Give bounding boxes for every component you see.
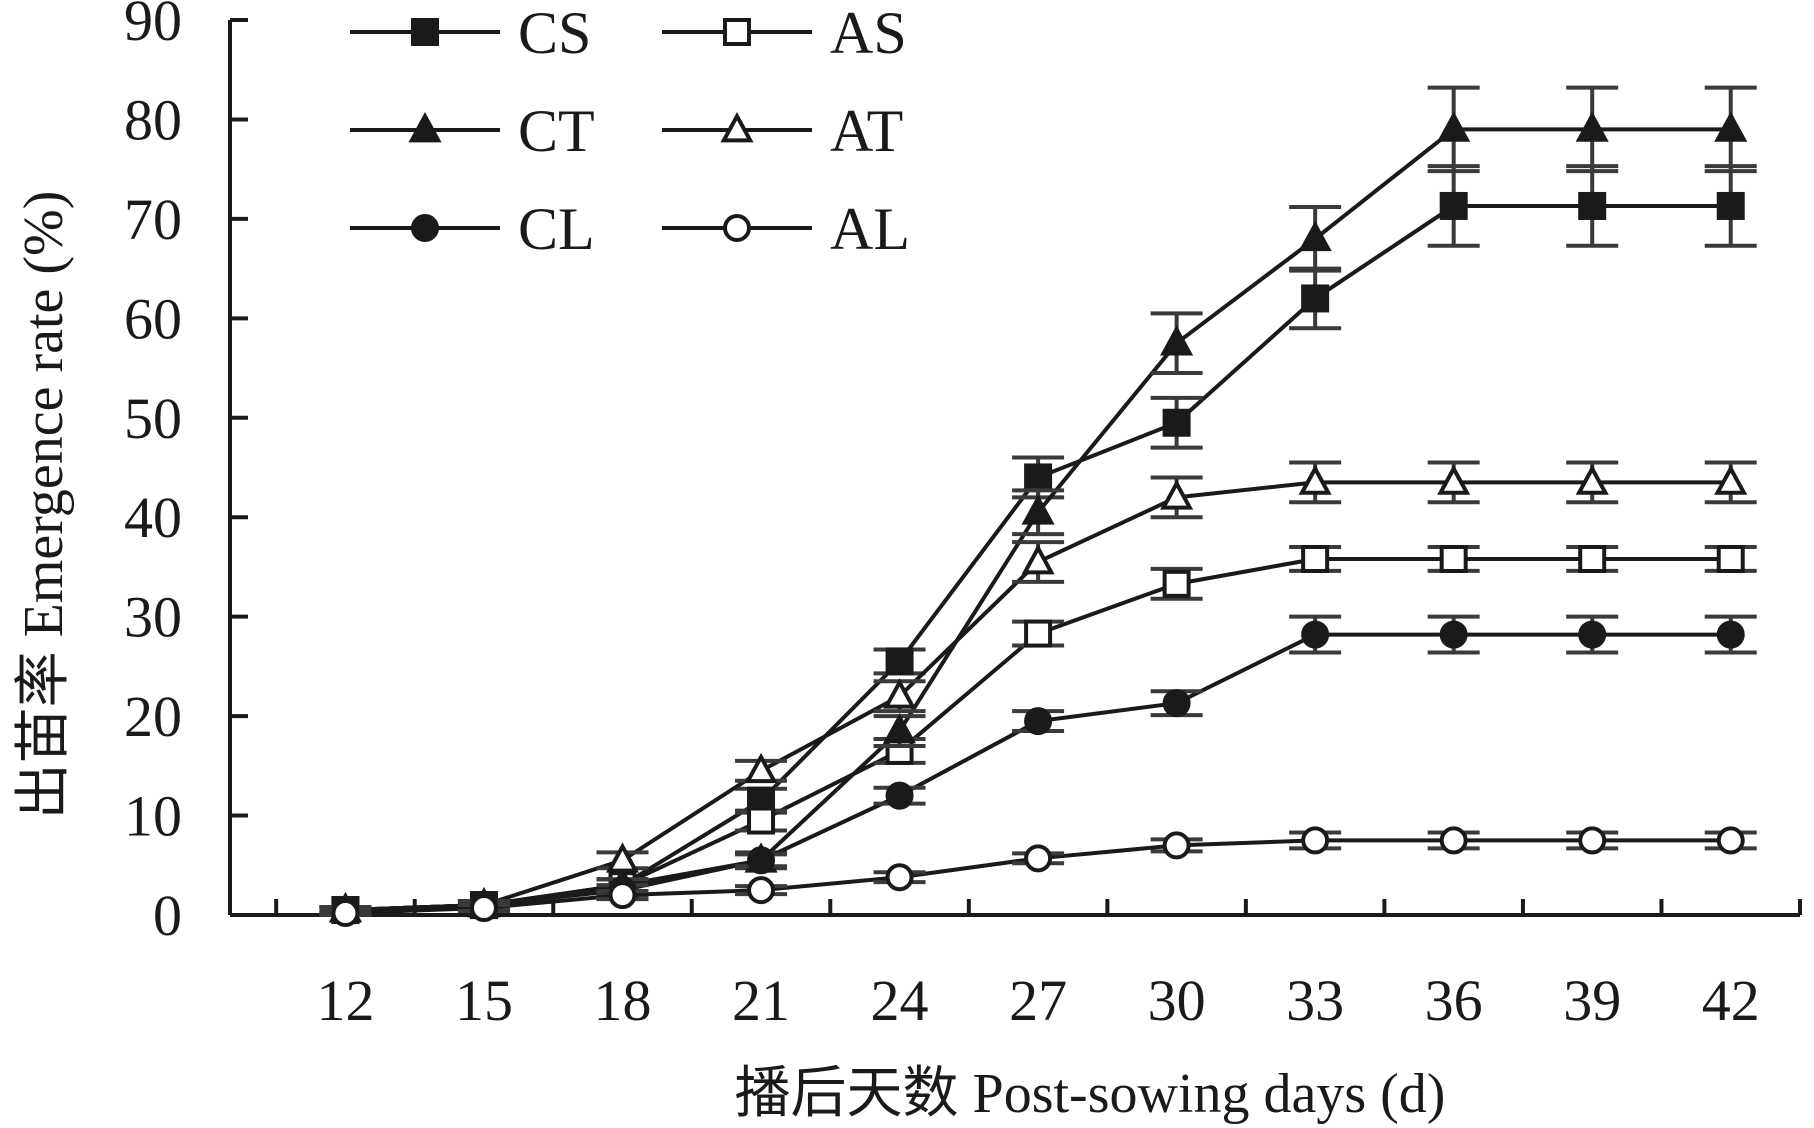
x-tick-label: 15 bbox=[455, 968, 513, 1033]
data-point bbox=[608, 881, 637, 910]
legend-item-at: AT bbox=[662, 98, 903, 164]
y-tick-label: 20 bbox=[124, 684, 182, 749]
data-point bbox=[1024, 463, 1053, 492]
data-point bbox=[1024, 844, 1053, 873]
legend-label: AS bbox=[830, 0, 907, 66]
data-point bbox=[1160, 479, 1194, 510]
x-tick-label: 33 bbox=[1286, 968, 1344, 1033]
legend-label: CS bbox=[518, 0, 591, 66]
legend-item-as: AS bbox=[662, 0, 907, 66]
data-point bbox=[1162, 831, 1191, 860]
data-point bbox=[1024, 707, 1053, 736]
legend-item-cl: CL bbox=[350, 196, 595, 262]
data-point bbox=[1301, 284, 1330, 313]
x-tick-label: 30 bbox=[1148, 968, 1206, 1033]
x-tick-label: 24 bbox=[871, 968, 929, 1033]
y-tick-label: 10 bbox=[124, 784, 182, 849]
data-point bbox=[885, 781, 914, 810]
data-point bbox=[1021, 494, 1055, 525]
x-tick-label: 27 bbox=[1009, 968, 1067, 1033]
data-point bbox=[1160, 325, 1194, 356]
data-point bbox=[1024, 619, 1053, 648]
legend-marker bbox=[408, 112, 442, 143]
data-point bbox=[331, 899, 360, 928]
y-tick-label: 30 bbox=[124, 585, 182, 650]
y-tick-label: 70 bbox=[124, 187, 182, 252]
data-point bbox=[744, 752, 778, 784]
x-tick-label: 18 bbox=[594, 968, 652, 1033]
legend: CS AS CT AT CL AL bbox=[350, 0, 910, 262]
data-point bbox=[1578, 620, 1607, 649]
data-point bbox=[1301, 544, 1330, 573]
data-point bbox=[1437, 111, 1471, 142]
data-point bbox=[1716, 826, 1745, 855]
data-point bbox=[885, 647, 914, 676]
data-point bbox=[605, 842, 640, 873]
data-point bbox=[1298, 464, 1332, 495]
legend-marker bbox=[723, 214, 751, 242]
data-point bbox=[1578, 826, 1607, 855]
x-tick-label: 21 bbox=[732, 968, 790, 1033]
x-tick-label: 12 bbox=[316, 968, 374, 1033]
series-cl bbox=[319, 614, 1757, 925]
series-layer bbox=[319, 85, 1757, 928]
data-point bbox=[1714, 464, 1748, 495]
x-tick-label: 42 bbox=[1702, 968, 1760, 1033]
legend-item-ct: CT bbox=[350, 98, 595, 164]
legend-label: AT bbox=[830, 98, 903, 164]
data-point bbox=[747, 846, 776, 875]
data-point bbox=[1578, 191, 1607, 220]
legend-label: CL bbox=[518, 196, 595, 262]
y-tick-label: 0 bbox=[153, 883, 182, 948]
legend-marker bbox=[723, 18, 751, 46]
axes: 0 10 20 30 40 50 60 70 80 90 12 15 18 21 24 27 30 33 36 39 4… bbox=[124, 0, 1802, 1033]
data-point bbox=[747, 806, 776, 835]
data-point bbox=[1298, 220, 1332, 252]
data-point bbox=[1439, 544, 1468, 573]
legend-label: AL bbox=[830, 196, 910, 262]
data-point bbox=[1716, 620, 1745, 649]
data-point bbox=[1162, 408, 1191, 437]
data-point bbox=[882, 678, 917, 709]
data-point bbox=[1575, 111, 1609, 142]
data-point bbox=[1162, 689, 1191, 718]
data-point bbox=[1301, 620, 1330, 649]
legend-item-cs: CS bbox=[350, 0, 591, 66]
data-point bbox=[1301, 826, 1330, 855]
data-point bbox=[1716, 544, 1745, 573]
y-tick-label: 80 bbox=[124, 87, 182, 152]
series-al bbox=[319, 826, 1757, 928]
data-point bbox=[1021, 544, 1055, 575]
y-tick-label: 90 bbox=[124, 0, 182, 53]
data-point bbox=[1578, 544, 1607, 573]
data-point bbox=[1439, 826, 1468, 855]
x-axis-title: 播后天数 Post-sowing days (d) bbox=[735, 1063, 1446, 1125]
data-point bbox=[747, 876, 776, 905]
x-tick-label: 36 bbox=[1425, 968, 1483, 1033]
legend-marker bbox=[720, 112, 754, 143]
data-point bbox=[1575, 464, 1609, 495]
data-point bbox=[882, 713, 917, 744]
data-point bbox=[1439, 191, 1468, 220]
data-point bbox=[469, 894, 498, 923]
legend-item-al: AL bbox=[662, 196, 910, 262]
y-axis-title: 出苗率 Emergence rate (%) bbox=[13, 191, 75, 820]
legend-marker bbox=[411, 18, 439, 46]
x-tick-label: 39 bbox=[1563, 968, 1621, 1033]
data-point bbox=[1439, 620, 1468, 649]
y-tick-label: 60 bbox=[124, 286, 182, 351]
y-tick-label: 50 bbox=[124, 386, 182, 451]
data-point bbox=[885, 863, 914, 892]
data-point bbox=[1716, 191, 1745, 220]
data-point bbox=[1437, 464, 1471, 495]
data-point bbox=[1714, 111, 1748, 142]
legend-label: CT bbox=[518, 98, 595, 164]
y-tick-label: 40 bbox=[124, 485, 182, 550]
data-point bbox=[1162, 569, 1191, 598]
legend-marker bbox=[411, 214, 439, 242]
